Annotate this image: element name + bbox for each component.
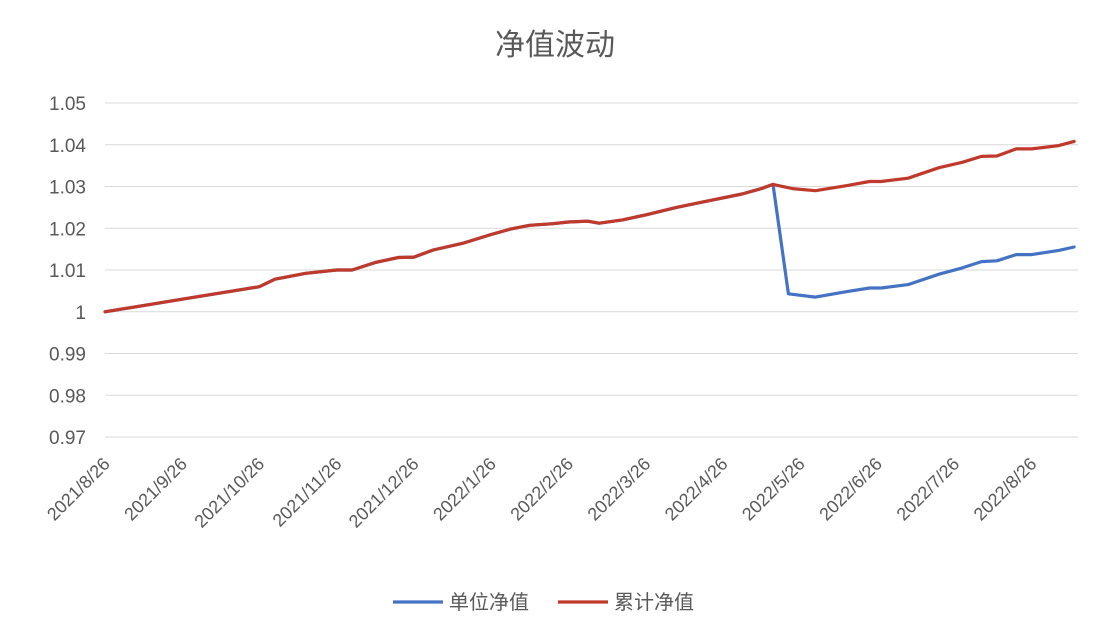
x-tick-label: 2021/11/26 — [269, 454, 346, 531]
x-tick-label: 2022/2/26 — [506, 454, 577, 525]
y-tick-label: 1 — [75, 303, 86, 324]
y-tick-label: 0.99 — [49, 345, 86, 366]
x-tick-label: 2022/7/26 — [893, 454, 964, 525]
x-tick-label: 2021/12/26 — [345, 454, 423, 532]
y-tick-label: 1.05 — [49, 94, 86, 115]
x-axis-ticks: 2021/8/26 2021/9/26 2021/10/26 2021/11/26 20… — [43, 454, 1040, 532]
y-tick-label: 0.97 — [49, 428, 86, 449]
y-axis-ticks: 1.05 1.04 1.03 1.02 1.01 1 0.99 0.98 0.97 — [49, 94, 86, 449]
legend: 单位净值 累计净值 — [393, 590, 694, 614]
gridlines — [105, 102, 1078, 438]
legend-label: 累计净值 — [614, 590, 694, 614]
x-tick-label: 2021/10/26 — [190, 454, 268, 532]
x-tick-label: 2022/5/26 — [738, 454, 809, 525]
x-tick-label: 2022/8/26 — [970, 454, 1041, 525]
y-tick-label: 1.03 — [49, 178, 86, 199]
series-line-1 — [103, 182, 1076, 314]
series-line-2 — [103, 139, 1076, 314]
x-tick-label: 2022/6/26 — [815, 454, 886, 525]
y-tick-label: 0.98 — [49, 386, 86, 407]
y-tick-label: 1.02 — [49, 219, 86, 240]
y-tick-label: 1.01 — [49, 261, 86, 282]
x-tick-label: 2022/4/26 — [661, 454, 732, 525]
series-lines — [103, 139, 1076, 314]
x-tick-label: 2022/3/26 — [584, 454, 655, 525]
x-tick-label: 2021/9/26 — [120, 454, 191, 525]
x-tick-label: 2022/1/26 — [429, 454, 500, 525]
legend-label: 单位净值 — [449, 590, 529, 614]
x-tick-label: 2021/8/26 — [43, 454, 114, 525]
y-tick-label: 1.04 — [49, 136, 86, 157]
chart-title: 净值波动 — [495, 28, 615, 63]
